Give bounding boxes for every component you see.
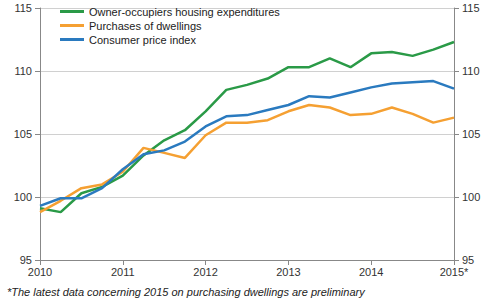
svg-text:100: 100 xyxy=(462,191,480,203)
svg-text:95: 95 xyxy=(462,254,474,266)
svg-text:95: 95 xyxy=(20,254,32,266)
svg-text:2012: 2012 xyxy=(193,266,217,278)
svg-text:2014: 2014 xyxy=(359,266,383,278)
svg-text:110: 110 xyxy=(14,65,32,77)
svg-text:*The latest data concerning 20: *The latest data concerning 2015 on purc… xyxy=(7,286,366,298)
svg-text:2013: 2013 xyxy=(276,266,300,278)
svg-text:105: 105 xyxy=(462,128,480,140)
svg-text:115: 115 xyxy=(462,2,480,14)
svg-text:2015*: 2015* xyxy=(440,266,469,278)
svg-text:Owner-occupiers housing expend: Owner-occupiers housing expenditures xyxy=(89,6,280,18)
svg-text:105: 105 xyxy=(14,128,32,140)
svg-text:2010: 2010 xyxy=(28,266,52,278)
svg-text:Purchases of dwellings: Purchases of dwellings xyxy=(89,20,202,32)
svg-text:110: 110 xyxy=(462,65,480,77)
svg-text:2011: 2011 xyxy=(111,266,135,278)
svg-text:115: 115 xyxy=(14,2,32,14)
svg-text:100: 100 xyxy=(14,191,32,203)
svg-text:Consumer price index: Consumer price index xyxy=(89,34,196,46)
